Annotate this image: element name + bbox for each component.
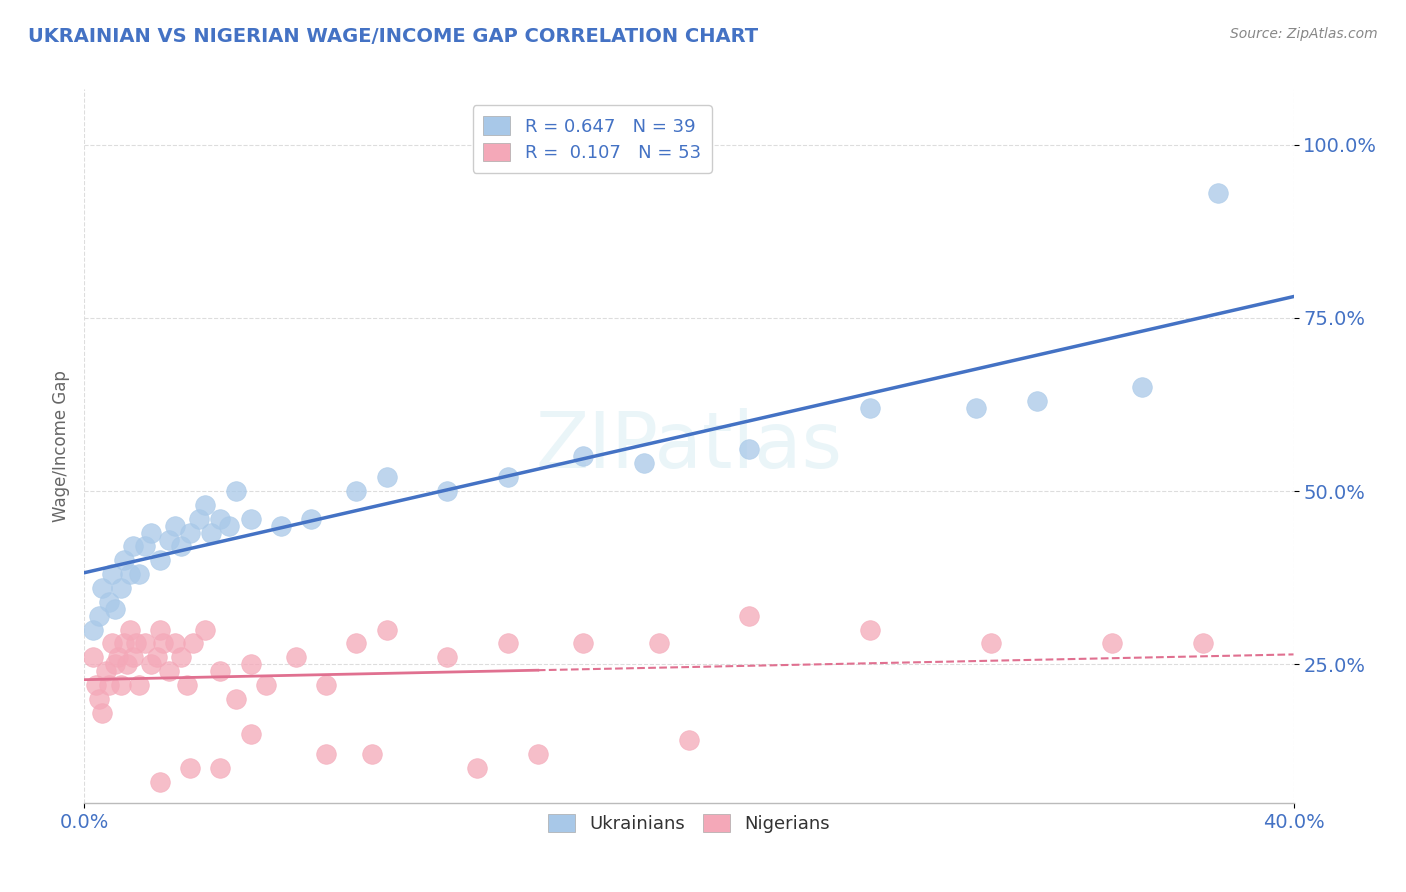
Point — [315, 678, 337, 692]
Point — [239, 726, 262, 740]
Point — [209, 512, 232, 526]
Point — [176, 678, 198, 692]
Point — [110, 678, 132, 692]
Point — [112, 636, 135, 650]
Point — [100, 636, 122, 650]
Point — [170, 540, 193, 554]
Point — [299, 512, 322, 526]
Point — [97, 678, 120, 692]
Point — [965, 401, 987, 415]
Point — [179, 525, 201, 540]
Point — [94, 664, 117, 678]
Point — [436, 650, 458, 665]
Point — [104, 657, 127, 672]
Point — [270, 518, 292, 533]
Point — [346, 636, 368, 650]
Point — [218, 518, 240, 533]
Point — [89, 608, 111, 623]
Point — [91, 581, 114, 595]
Point — [375, 623, 398, 637]
Point — [1025, 394, 1047, 409]
Point — [346, 483, 368, 498]
Point — [134, 540, 156, 554]
Point — [82, 650, 104, 665]
Point — [678, 733, 700, 747]
Point — [194, 623, 217, 637]
Point — [209, 664, 232, 678]
Point — [209, 761, 232, 775]
Point — [225, 483, 247, 498]
Point — [179, 761, 201, 775]
Point — [194, 498, 217, 512]
Point — [467, 761, 489, 775]
Point — [91, 706, 114, 720]
Point — [82, 623, 104, 637]
Point — [86, 678, 108, 692]
Point — [157, 533, 180, 547]
Point — [572, 636, 595, 650]
Point — [572, 450, 595, 464]
Point — [188, 512, 211, 526]
Point — [152, 636, 174, 650]
Text: UKRAINIAN VS NIGERIAN WAGE/INCOME GAP CORRELATION CHART: UKRAINIAN VS NIGERIAN WAGE/INCOME GAP CO… — [28, 27, 758, 45]
Point — [496, 636, 519, 650]
Point — [104, 602, 127, 616]
Point — [859, 623, 882, 637]
Point — [239, 512, 262, 526]
Point — [225, 691, 247, 706]
Point — [128, 567, 150, 582]
Point — [146, 650, 169, 665]
Point — [239, 657, 262, 672]
Point — [648, 636, 671, 650]
Point — [200, 525, 222, 540]
Y-axis label: Wage/Income Gap: Wage/Income Gap — [52, 370, 70, 522]
Point — [527, 747, 550, 762]
Legend: Ukrainians, Nigerians: Ukrainians, Nigerians — [537, 803, 841, 844]
Point — [118, 567, 141, 582]
Point — [496, 470, 519, 484]
Point — [128, 678, 150, 692]
Point — [149, 623, 172, 637]
Point — [254, 678, 277, 692]
Point — [125, 636, 148, 650]
Point — [315, 747, 337, 762]
Point — [121, 540, 143, 554]
Point — [157, 664, 180, 678]
Point — [149, 775, 172, 789]
Point — [121, 650, 143, 665]
Point — [360, 747, 382, 762]
Point — [436, 483, 458, 498]
Point — [139, 657, 162, 672]
Point — [633, 456, 655, 470]
Point — [1130, 380, 1153, 394]
Point — [165, 636, 187, 650]
Point — [97, 595, 120, 609]
Point — [165, 518, 187, 533]
Point — [110, 581, 132, 595]
Point — [285, 650, 308, 665]
Point — [1101, 636, 1123, 650]
Point — [181, 636, 204, 650]
Point — [170, 650, 193, 665]
Point — [738, 608, 761, 623]
Point — [118, 623, 141, 637]
Point — [100, 567, 122, 582]
Text: ZIPatlas: ZIPatlas — [536, 408, 842, 484]
Point — [375, 470, 398, 484]
Point — [89, 691, 111, 706]
Point — [980, 636, 1002, 650]
Point — [1192, 636, 1215, 650]
Point — [1206, 186, 1229, 201]
Point — [139, 525, 162, 540]
Point — [134, 636, 156, 650]
Point — [112, 553, 135, 567]
Text: Source: ZipAtlas.com: Source: ZipAtlas.com — [1230, 27, 1378, 41]
Point — [115, 657, 138, 672]
Point — [149, 553, 172, 567]
Point — [859, 401, 882, 415]
Point — [107, 650, 129, 665]
Point — [738, 442, 761, 457]
